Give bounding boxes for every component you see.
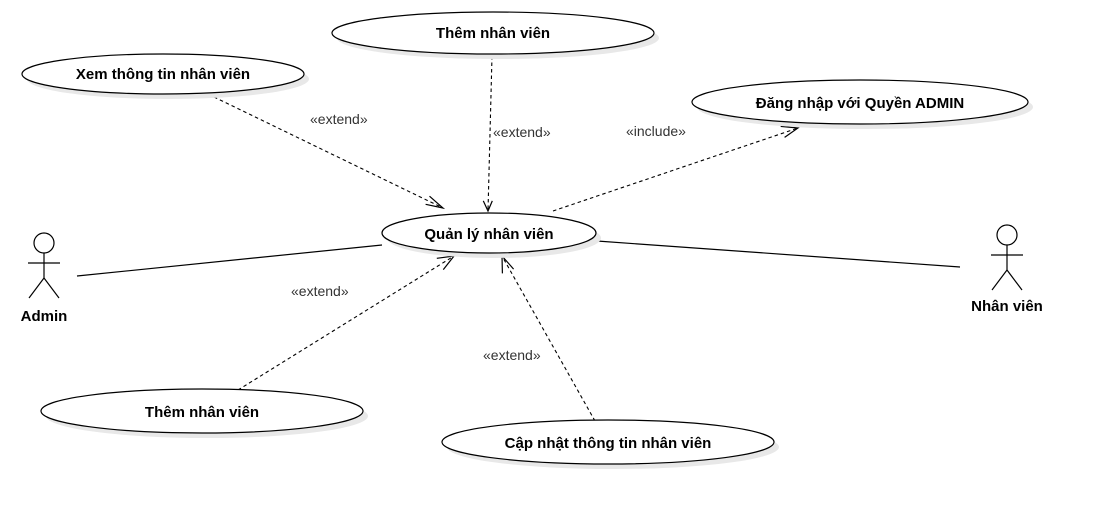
use-case-label: Thêm nhân viên [436,25,550,42]
actor-admin[interactable]: Admin [21,232,68,325]
include-arrow-login [552,125,800,212]
association-admin-manage [76,244,383,277]
association-manage-employee [596,240,961,268]
relation-label-add-bottom-extend: «extend» [291,283,349,299]
use-case-login-admin[interactable]: Đăng nhập với Quyền ADMIN [691,79,1033,129]
use-case-add-employee-top[interactable]: Thêm nhân viên [331,11,659,59]
use-case-update-employee-info[interactable]: Cập nhật thông tin nhân viên [441,419,779,469]
extend-arrow-add-top [482,55,493,213]
use-case-label: Quản lý nhân viên [424,226,553,243]
use-case-manage-employees[interactable]: Quản lý nhân viên [381,212,601,258]
use-case-label: Cập nhật thông tin nhân viên [505,435,712,452]
actor-label-employee: Nhân viên [971,298,1043,315]
relation-label-update-extend: «extend» [483,347,541,363]
extend-arrow-update [501,254,596,422]
relation-label-add-top-extend: «extend» [493,124,551,140]
actor-label-admin: Admin [21,308,68,325]
use-case-label: Đăng nhập với Quyền ADMIN [756,95,964,112]
use-case-label: Thêm nhân viên [145,404,259,421]
extend-arrow-view [213,96,446,210]
extend-arrow-add-bottom [237,255,456,391]
relation-label-login-include: «include» [626,123,686,139]
actor-stick-figure-icon [991,224,1023,291]
use-case-add-employee-bottom[interactable]: Thêm nhân viên [40,388,368,438]
relation-label-view-extend: «extend» [310,111,368,127]
actor-employee[interactable]: Nhân viên [971,224,1043,315]
use-case-view-employee-info[interactable]: Xem thông tin nhân viên [21,53,309,99]
actor-stick-figure-icon [28,232,60,299]
use-case-label: Xem thông tin nhân viên [76,66,250,83]
